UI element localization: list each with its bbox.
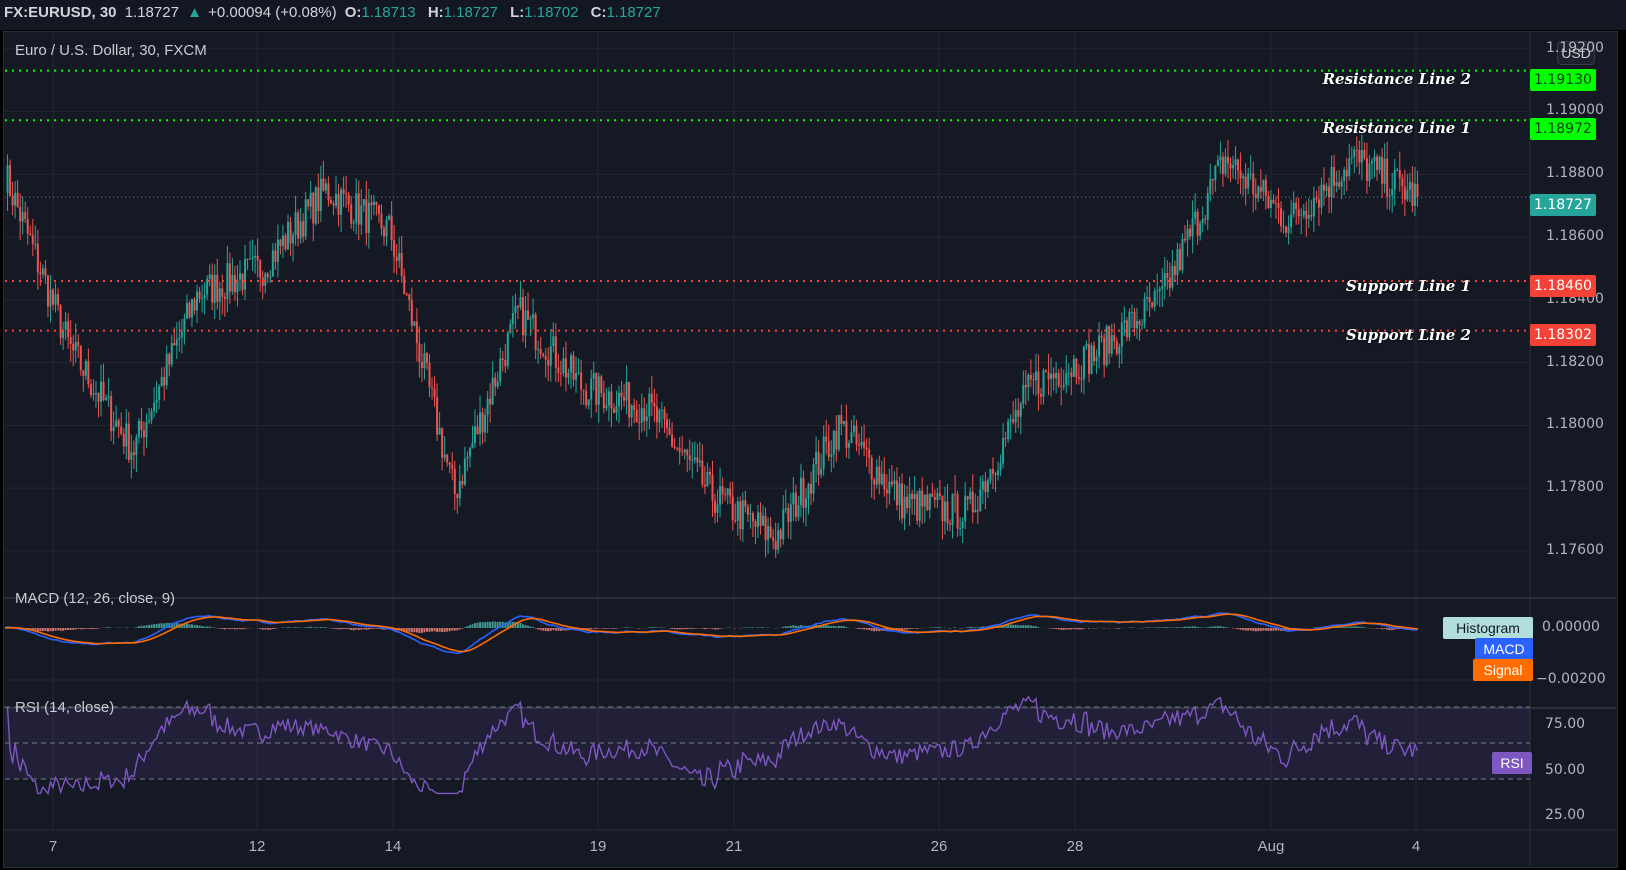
support-line-2-tag: 1.18302 xyxy=(1530,324,1596,346)
x-label-19: 19 xyxy=(589,838,607,855)
x-label-21: 21 xyxy=(725,838,743,855)
x-label-28: 28 xyxy=(1066,838,1084,855)
price-tick: 1.18000 xyxy=(1546,416,1604,433)
main-pane-title: Euro / U.S. Dollar, 30, FXCM xyxy=(15,42,207,59)
rsi-tag: RSI xyxy=(1492,752,1532,774)
triangle-up-icon: ▲ xyxy=(187,4,202,21)
low-label: L: xyxy=(510,4,525,21)
open-label: O: xyxy=(344,4,362,21)
x-label-7: 7 xyxy=(48,838,58,855)
price-tick: 1.19200 xyxy=(1546,39,1604,56)
low-value: 1.18702 xyxy=(524,4,579,21)
price-tick: 1.18600 xyxy=(1546,228,1604,245)
macd-tick-neg: −0.00200 xyxy=(1536,671,1606,687)
x-label-12: 12 xyxy=(248,838,266,855)
close-value: 1.18727 xyxy=(606,4,661,21)
x-label-14: 14 xyxy=(384,838,402,855)
symbol-header: FX:EURUSD, 30 1.18727 ▲ +0.00094 (+0.08%… xyxy=(0,0,1626,30)
high-value: 1.18727 xyxy=(443,4,498,21)
price-tick: 1.17600 xyxy=(1546,541,1604,558)
rsi-tick-50: 50.00 xyxy=(1545,762,1586,778)
last-price: 1.18727 xyxy=(124,4,179,21)
resistance-line-1-tag: 1.18972 xyxy=(1530,118,1596,140)
support-line-1-tag: 1.18460 xyxy=(1530,275,1596,297)
rsi-tick-25: 25.00 xyxy=(1545,807,1586,823)
macd-pane-title[interactable]: MACD (12, 26, close, 9) xyxy=(15,590,176,607)
x-label-aug: Aug xyxy=(1257,838,1285,855)
x-label-4: 4 xyxy=(1411,838,1421,855)
histogram-tag: Histogram xyxy=(1443,617,1533,639)
rsi-tick-75: 75.00 xyxy=(1545,716,1586,732)
rsi-pane-title[interactable]: RSI (14, close) xyxy=(15,699,115,716)
current-price-tag: 1.18727 xyxy=(1530,194,1596,216)
close-label: C: xyxy=(590,4,607,21)
resistance-line-2-label[interactable]: Resistance Line 2 xyxy=(1322,70,1471,88)
currency-button[interactable]: USD xyxy=(1557,41,1595,65)
signal-tag: Signal xyxy=(1473,659,1533,681)
price-tick: 1.17800 xyxy=(1546,479,1604,496)
support-line-2-label[interactable]: Support Line 2 xyxy=(1345,326,1471,344)
macd-tick-zero: 0.00000 xyxy=(1542,619,1600,635)
price-tick: 1.19000 xyxy=(1546,102,1604,119)
open-value: 1.18713 xyxy=(361,4,416,21)
macd-tag: MACD xyxy=(1475,638,1533,660)
price-change: +0.00094 (+0.08%) xyxy=(208,4,337,21)
x-label-26: 26 xyxy=(930,838,948,855)
resistance-line-1-label[interactable]: Resistance Line 1 xyxy=(1322,119,1471,137)
symbol-name[interactable]: FX:EURUSD, 30 xyxy=(4,4,117,21)
price-tick: 1.18200 xyxy=(1546,353,1604,370)
high-label: H: xyxy=(427,4,444,21)
price-tick: 1.18800 xyxy=(1546,165,1604,182)
resistance-line-2-tag: 1.19130 xyxy=(1530,69,1596,91)
support-line-1-label[interactable]: Support Line 1 xyxy=(1345,277,1471,295)
